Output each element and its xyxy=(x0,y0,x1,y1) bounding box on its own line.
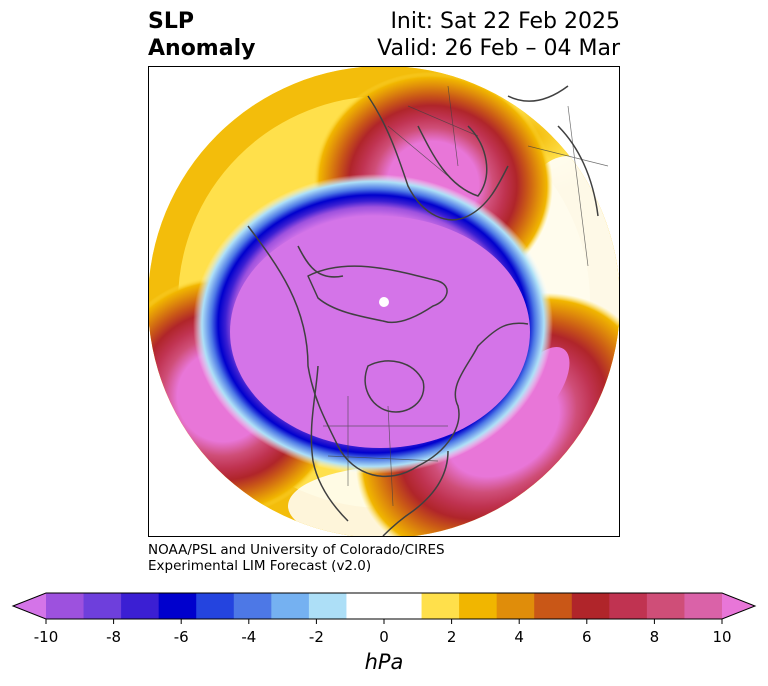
siberia-coast xyxy=(507,85,599,217)
colorbar-tick-label: 4 xyxy=(514,628,524,646)
colorbar-tick-label: -6 xyxy=(174,628,189,646)
scandinavia-coast xyxy=(417,125,488,197)
hudson-bay xyxy=(364,360,425,413)
colorbar-segment xyxy=(496,593,535,619)
colorbar-segment xyxy=(534,593,573,619)
init-date: Init: Sat 22 Feb 2025 xyxy=(390,9,620,34)
title-line-2: Anomaly xyxy=(148,36,256,61)
polar-map xyxy=(148,66,620,537)
colorbar: -10 -8 -6 -4 -2 0 2 4 6 8 10 hPa xyxy=(11,592,757,674)
colorbar-tick-label: -2 xyxy=(309,628,324,646)
credit-line-1: NOAA/PSL and University of Colorado/CIRE… xyxy=(148,542,445,558)
colorbar-tick-label: 0 xyxy=(379,628,389,646)
colorbar-segment xyxy=(459,593,498,619)
colorbar-segments xyxy=(46,593,723,619)
us-east-coast xyxy=(382,450,449,537)
colorbar-segment xyxy=(421,593,460,619)
alaska-coast xyxy=(297,245,344,278)
colorbar-segment xyxy=(571,593,610,619)
colorbar-tick-label: -10 xyxy=(34,628,59,646)
anomaly-polar-low-core xyxy=(230,216,530,448)
map-title: SLP Anomaly xyxy=(148,8,255,62)
north-america-coast xyxy=(247,225,529,478)
credit-text: NOAA/PSL and University of Colorado/CIRE… xyxy=(148,542,445,574)
pacific-west-coast xyxy=(310,365,349,522)
colorbar-segment xyxy=(121,593,160,619)
colorbar-segment xyxy=(196,593,235,619)
forecast-dates: Init: Sat 22 Feb 2025 Valid: 26 Feb – 04… xyxy=(377,8,620,62)
colorbar-tick-label: -8 xyxy=(106,628,121,646)
colorbar-tick-label: -4 xyxy=(241,628,256,646)
colorbar-segment xyxy=(384,593,423,619)
title-line-1: SLP xyxy=(148,9,194,34)
country-borders xyxy=(323,85,609,507)
colorbar-segment xyxy=(684,593,723,619)
colorbar-under-arrow xyxy=(13,593,46,619)
colorbar-tick-label: 8 xyxy=(650,628,660,646)
colorbar-segment xyxy=(158,593,197,619)
colorbar-segment xyxy=(609,593,648,619)
colorbar-segment xyxy=(46,593,85,619)
colorbar-segment xyxy=(233,593,272,619)
valid-range: Valid: 26 Feb – 04 Mar xyxy=(377,36,620,61)
colorbar-tick-label: 10 xyxy=(712,628,731,646)
colorbar-segment xyxy=(308,593,348,619)
coastlines xyxy=(247,85,599,537)
colorbar-tick-label: 6 xyxy=(582,628,592,646)
colorbar-segment xyxy=(83,593,122,619)
colorbar-ticks: -10 -8 -6 -4 -2 0 2 4 6 8 10 xyxy=(34,619,732,646)
colorbar-segment xyxy=(271,593,310,619)
colorbar-segment xyxy=(346,593,385,619)
colorbar-segment xyxy=(646,593,686,619)
credit-line-2: Experimental LIM Forecast (v2.0) xyxy=(148,558,372,574)
north-pole-marker xyxy=(379,297,389,307)
europe-coast xyxy=(367,95,509,221)
colorbar-over-arrow xyxy=(722,593,755,619)
colorbar-unit-label: hPa xyxy=(365,650,404,674)
greenland-coast xyxy=(307,265,448,323)
colorbar-tick-label: 2 xyxy=(447,628,457,646)
